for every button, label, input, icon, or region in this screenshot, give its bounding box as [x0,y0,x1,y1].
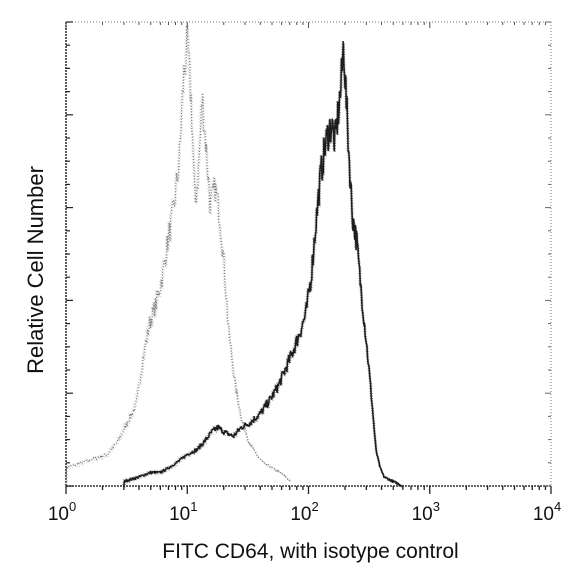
x-tick-label-base: 10 [169,504,190,525]
x-tick-label-exponent: 2 [311,499,318,514]
series-0-texture-1 [66,26,293,488]
x-tick-label: 101 [169,499,197,525]
series-0 [64,23,293,488]
series-1-texture-0 [122,40,402,486]
plot-frame [65,21,552,487]
x-tick-label: 103 [412,499,440,525]
x-tick-label-base: 10 [412,504,433,525]
series-1 [122,40,404,488]
x-tick-label-exponent: 3 [433,499,440,514]
x-tick-label-exponent: 1 [190,499,197,514]
x-tick-label-base: 10 [48,504,69,525]
ticks-layer [65,21,552,494]
x-tick-label-base: 10 [290,504,311,525]
x-tick-label: 100 [48,499,76,525]
series-1-texture-1 [124,43,404,488]
x-tick-label-base: 10 [533,504,554,525]
x-tick-label: 102 [290,499,318,525]
y-axis-title: Relative Cell Number [23,166,48,374]
x-tick-label-exponent: 4 [554,499,561,514]
series-0-texture-0 [64,23,290,486]
x-tick-label-exponent: 0 [69,499,76,514]
x-tick-label: 104 [533,499,561,525]
x-axis-title: FITC CD64, with isotype control [162,540,458,563]
series-layer [64,23,404,488]
x-tick-labels: 100 101 102 103 104 [48,499,561,525]
